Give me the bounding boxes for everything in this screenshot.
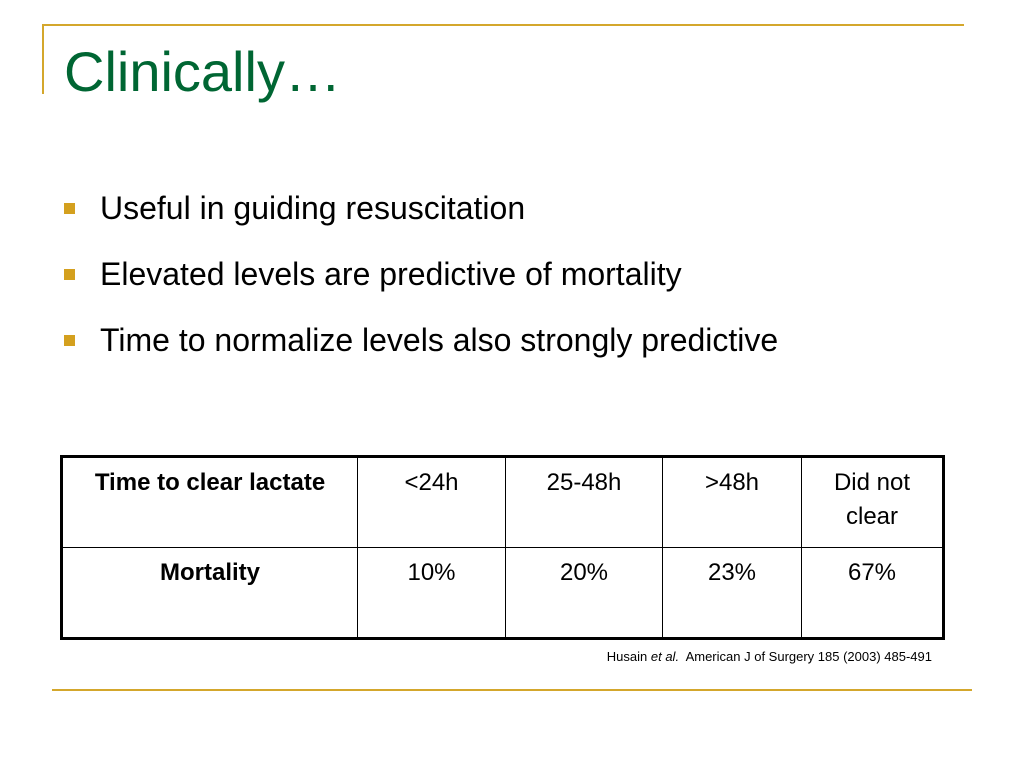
citation-source: American J of Surgery 185 (2003) 485-491 bbox=[685, 649, 932, 664]
table-cell: 67% bbox=[801, 547, 944, 639]
table-cell: 23% bbox=[662, 547, 802, 639]
bullet-text: Elevated levels are predictive of mortal… bbox=[100, 256, 682, 292]
table-cell: <24h bbox=[357, 456, 506, 548]
bottom-accent-rule bbox=[52, 689, 972, 691]
citation-author: Husain bbox=[606, 649, 648, 664]
lactate-mortality-table: Time to clear lactate <24h 25-48h >48h D… bbox=[60, 455, 945, 640]
square-bullet-icon bbox=[64, 335, 75, 346]
table-row: Time to clear lactate <24h 25-48h >48h D… bbox=[61, 456, 944, 548]
top-accent-rule bbox=[42, 24, 964, 26]
bullet-text: Useful in guiding resuscitation bbox=[100, 190, 526, 226]
table-cell: >48h bbox=[662, 456, 802, 548]
row-header-time-to-clear: Time to clear lactate bbox=[61, 456, 358, 548]
table-cell: Did not clear bbox=[801, 456, 944, 548]
citation: Husain et al. American J of Surgery 185 … bbox=[607, 649, 932, 664]
table-row: Mortality 10% 20% 23% 67% bbox=[61, 547, 944, 639]
bullet-list: Useful in guiding resuscitation Elevated… bbox=[60, 186, 778, 384]
table-cell: 10% bbox=[357, 547, 506, 639]
table-cell: 25-48h bbox=[505, 456, 663, 548]
slide-title: Clinically… bbox=[64, 40, 341, 103]
left-accent-rule bbox=[42, 24, 44, 94]
square-bullet-icon bbox=[64, 203, 75, 214]
row-header-mortality: Mortality bbox=[61, 547, 358, 639]
citation-etal: et al. bbox=[650, 649, 680, 664]
square-bullet-icon bbox=[64, 269, 75, 280]
bullet-text: Time to normalize levels also strongly p… bbox=[100, 322, 779, 358]
bullet-item: Elevated levels are predictive of mortal… bbox=[60, 252, 778, 318]
bullet-item: Time to normalize levels also strongly p… bbox=[60, 318, 778, 384]
bullet-item: Useful in guiding resuscitation bbox=[60, 186, 778, 252]
table-cell: 20% bbox=[505, 547, 663, 639]
